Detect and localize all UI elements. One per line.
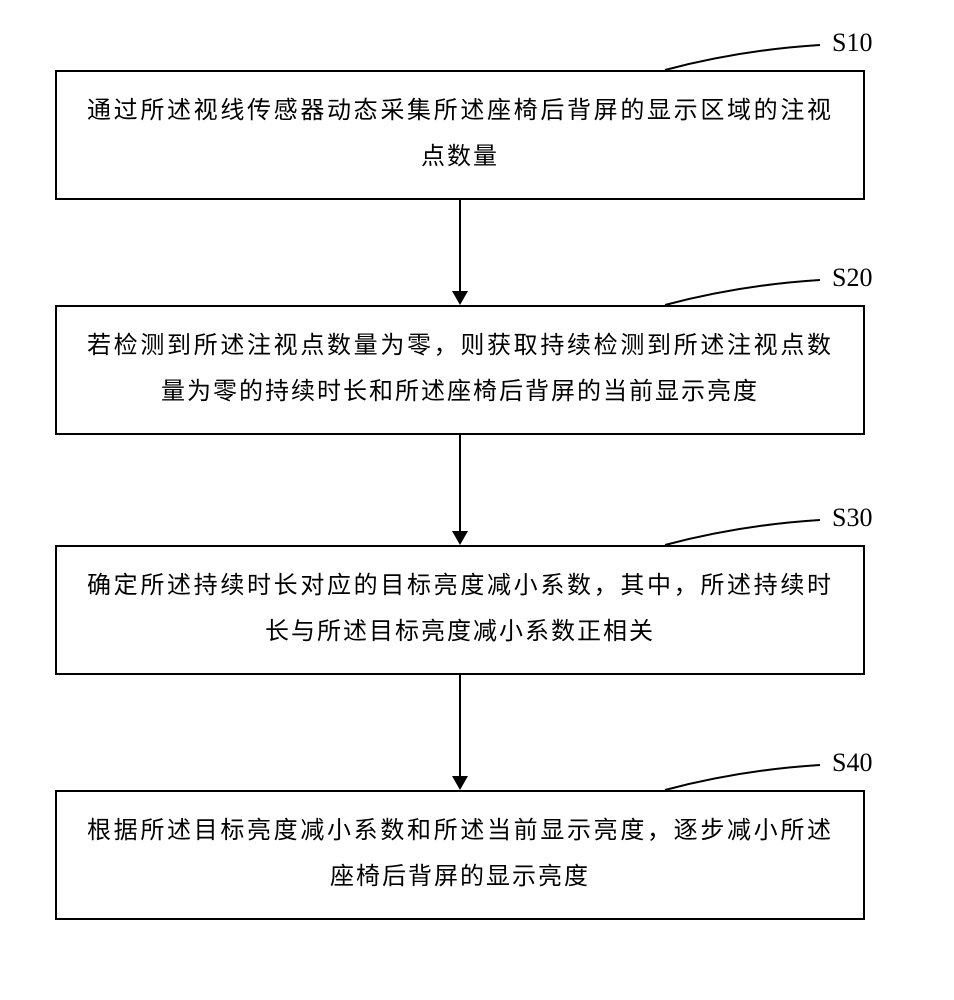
step-text-s10: 通过所述视线传感器动态采集所述座椅后背屏的显示区域的注视点数量 xyxy=(87,89,833,180)
step-text-s30: 确定所述持续时长对应的目标亮度减小系数，其中，所述持续时长与所述目标亮度减小系数… xyxy=(87,564,833,655)
step-label-s30: S30 xyxy=(832,503,872,533)
step-box-s20: 若检测到所述注视点数量为零，则获取持续检测到所述注视点数量为零的持续时长和所述座… xyxy=(55,305,865,435)
arrow-line-3 xyxy=(459,675,461,776)
step-box-s30: 确定所述持续时长对应的目标亮度减小系数，其中，所述持续时长与所述目标亮度减小系数… xyxy=(55,545,865,675)
step-box-s10: 通过所述视线传感器动态采集所述座椅后背屏的显示区域的注视点数量 xyxy=(55,70,865,200)
step-label-s10: S10 xyxy=(832,28,872,58)
arrow-head-2 xyxy=(452,531,468,545)
arrow-line-1 xyxy=(459,200,461,291)
step-text-s40: 根据所述目标亮度减小系数和所述当前显示亮度，逐步减小所述座椅后背屏的显示亮度 xyxy=(87,809,833,900)
flowchart-container: S10 通过所述视线传感器动态采集所述座椅后背屏的显示区域的注视点数量 S20 … xyxy=(0,0,954,1000)
arrow-line-2 xyxy=(459,435,461,531)
step-label-s20: S20 xyxy=(832,263,872,293)
arrow-head-1 xyxy=(452,291,468,305)
step-box-s40: 根据所述目标亮度减小系数和所述当前显示亮度，逐步减小所述座椅后背屏的显示亮度 xyxy=(55,790,865,920)
step-label-s40: S40 xyxy=(832,748,872,778)
step-text-s20: 若检测到所述注视点数量为零，则获取持续检测到所述注视点数量为零的持续时长和所述座… xyxy=(87,324,833,415)
arrow-head-3 xyxy=(452,776,468,790)
